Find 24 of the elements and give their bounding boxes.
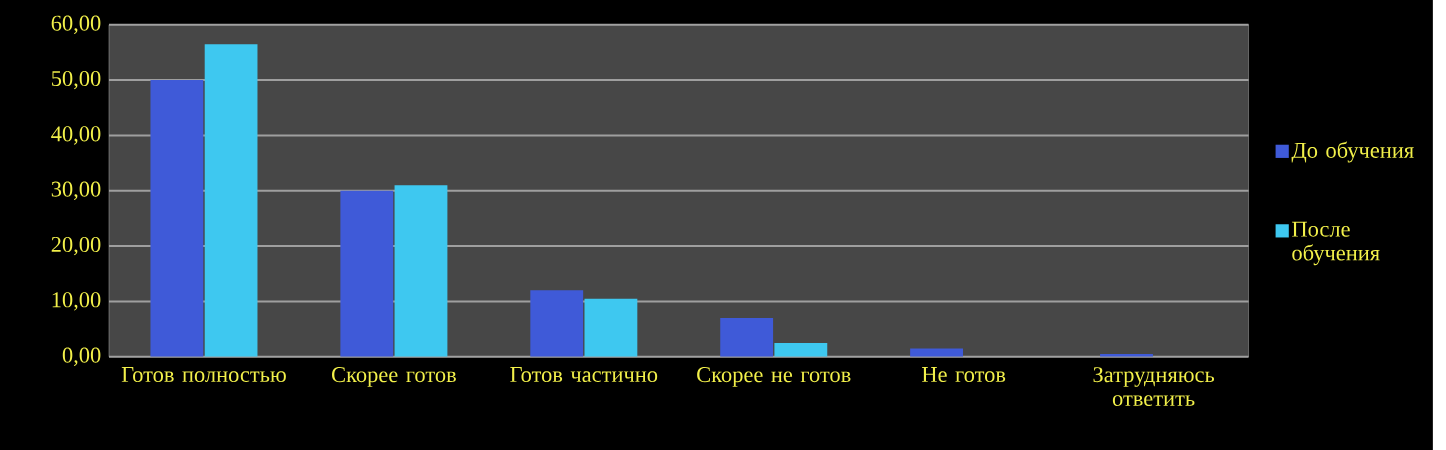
bar (774, 342, 828, 357)
x-tick-label: Затрудняюсь ответить (1093, 367, 1215, 407)
x-tick-label: Готов частично (510, 367, 658, 383)
y-tick-label: 30,00 (51, 181, 101, 201)
bar (340, 190, 394, 357)
bar (584, 298, 638, 357)
bar (150, 80, 204, 357)
x-tick-label: Скорее не готов (697, 367, 851, 387)
x-tick-label: Готов полностью (121, 367, 286, 383)
bar (204, 44, 258, 357)
bar (530, 290, 584, 357)
y-tick-label: 20,00 (51, 236, 101, 256)
bar (910, 348, 964, 357)
y-tick-label: 10,00 (52, 292, 101, 311)
y-tick-label: 60,00 (51, 15, 101, 35)
legend-label: После обучения (1292, 221, 1380, 266)
y-tick-label: 0,00 (62, 347, 101, 366)
bar (394, 185, 448, 357)
y-tick-label: 40,00 (51, 126, 101, 145)
bar (720, 318, 774, 357)
legend-label: До обучения (1291, 141, 1414, 163)
x-tick-label: Скорее готов (332, 367, 456, 387)
y-tick-label: 50,00 (52, 70, 101, 90)
x-tick-label: Не готов (922, 367, 1006, 383)
